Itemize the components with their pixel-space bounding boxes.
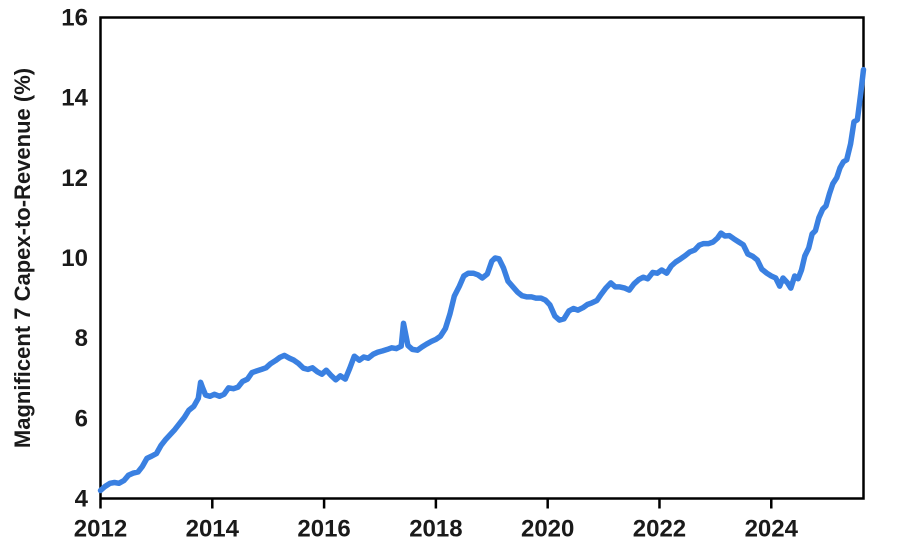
- x-tick-label: 2014: [186, 516, 240, 543]
- y-axis-title: Magnificent 7 Capex-to-Revenue (%): [10, 68, 35, 448]
- y-tick-label: 10: [61, 245, 88, 272]
- x-tick-label: 2016: [297, 516, 350, 543]
- y-tick-label: 16: [61, 5, 88, 32]
- data-line: [97, 66, 867, 494]
- y-tick-label: 8: [75, 325, 88, 352]
- x-tick-label: 2012: [74, 516, 127, 543]
- y-tick-label: 6: [75, 405, 88, 432]
- x-tick-label: 2022: [633, 516, 686, 543]
- y-tick-label: 12: [61, 165, 88, 192]
- x-tick-label: 2024: [745, 516, 799, 543]
- y-tick-label: 4: [75, 486, 89, 513]
- y-tick-label: 14: [61, 85, 88, 112]
- x-tick-label: 2020: [521, 516, 574, 543]
- plot-border: [99, 16, 865, 500]
- x-tick-label: 2018: [409, 516, 462, 543]
